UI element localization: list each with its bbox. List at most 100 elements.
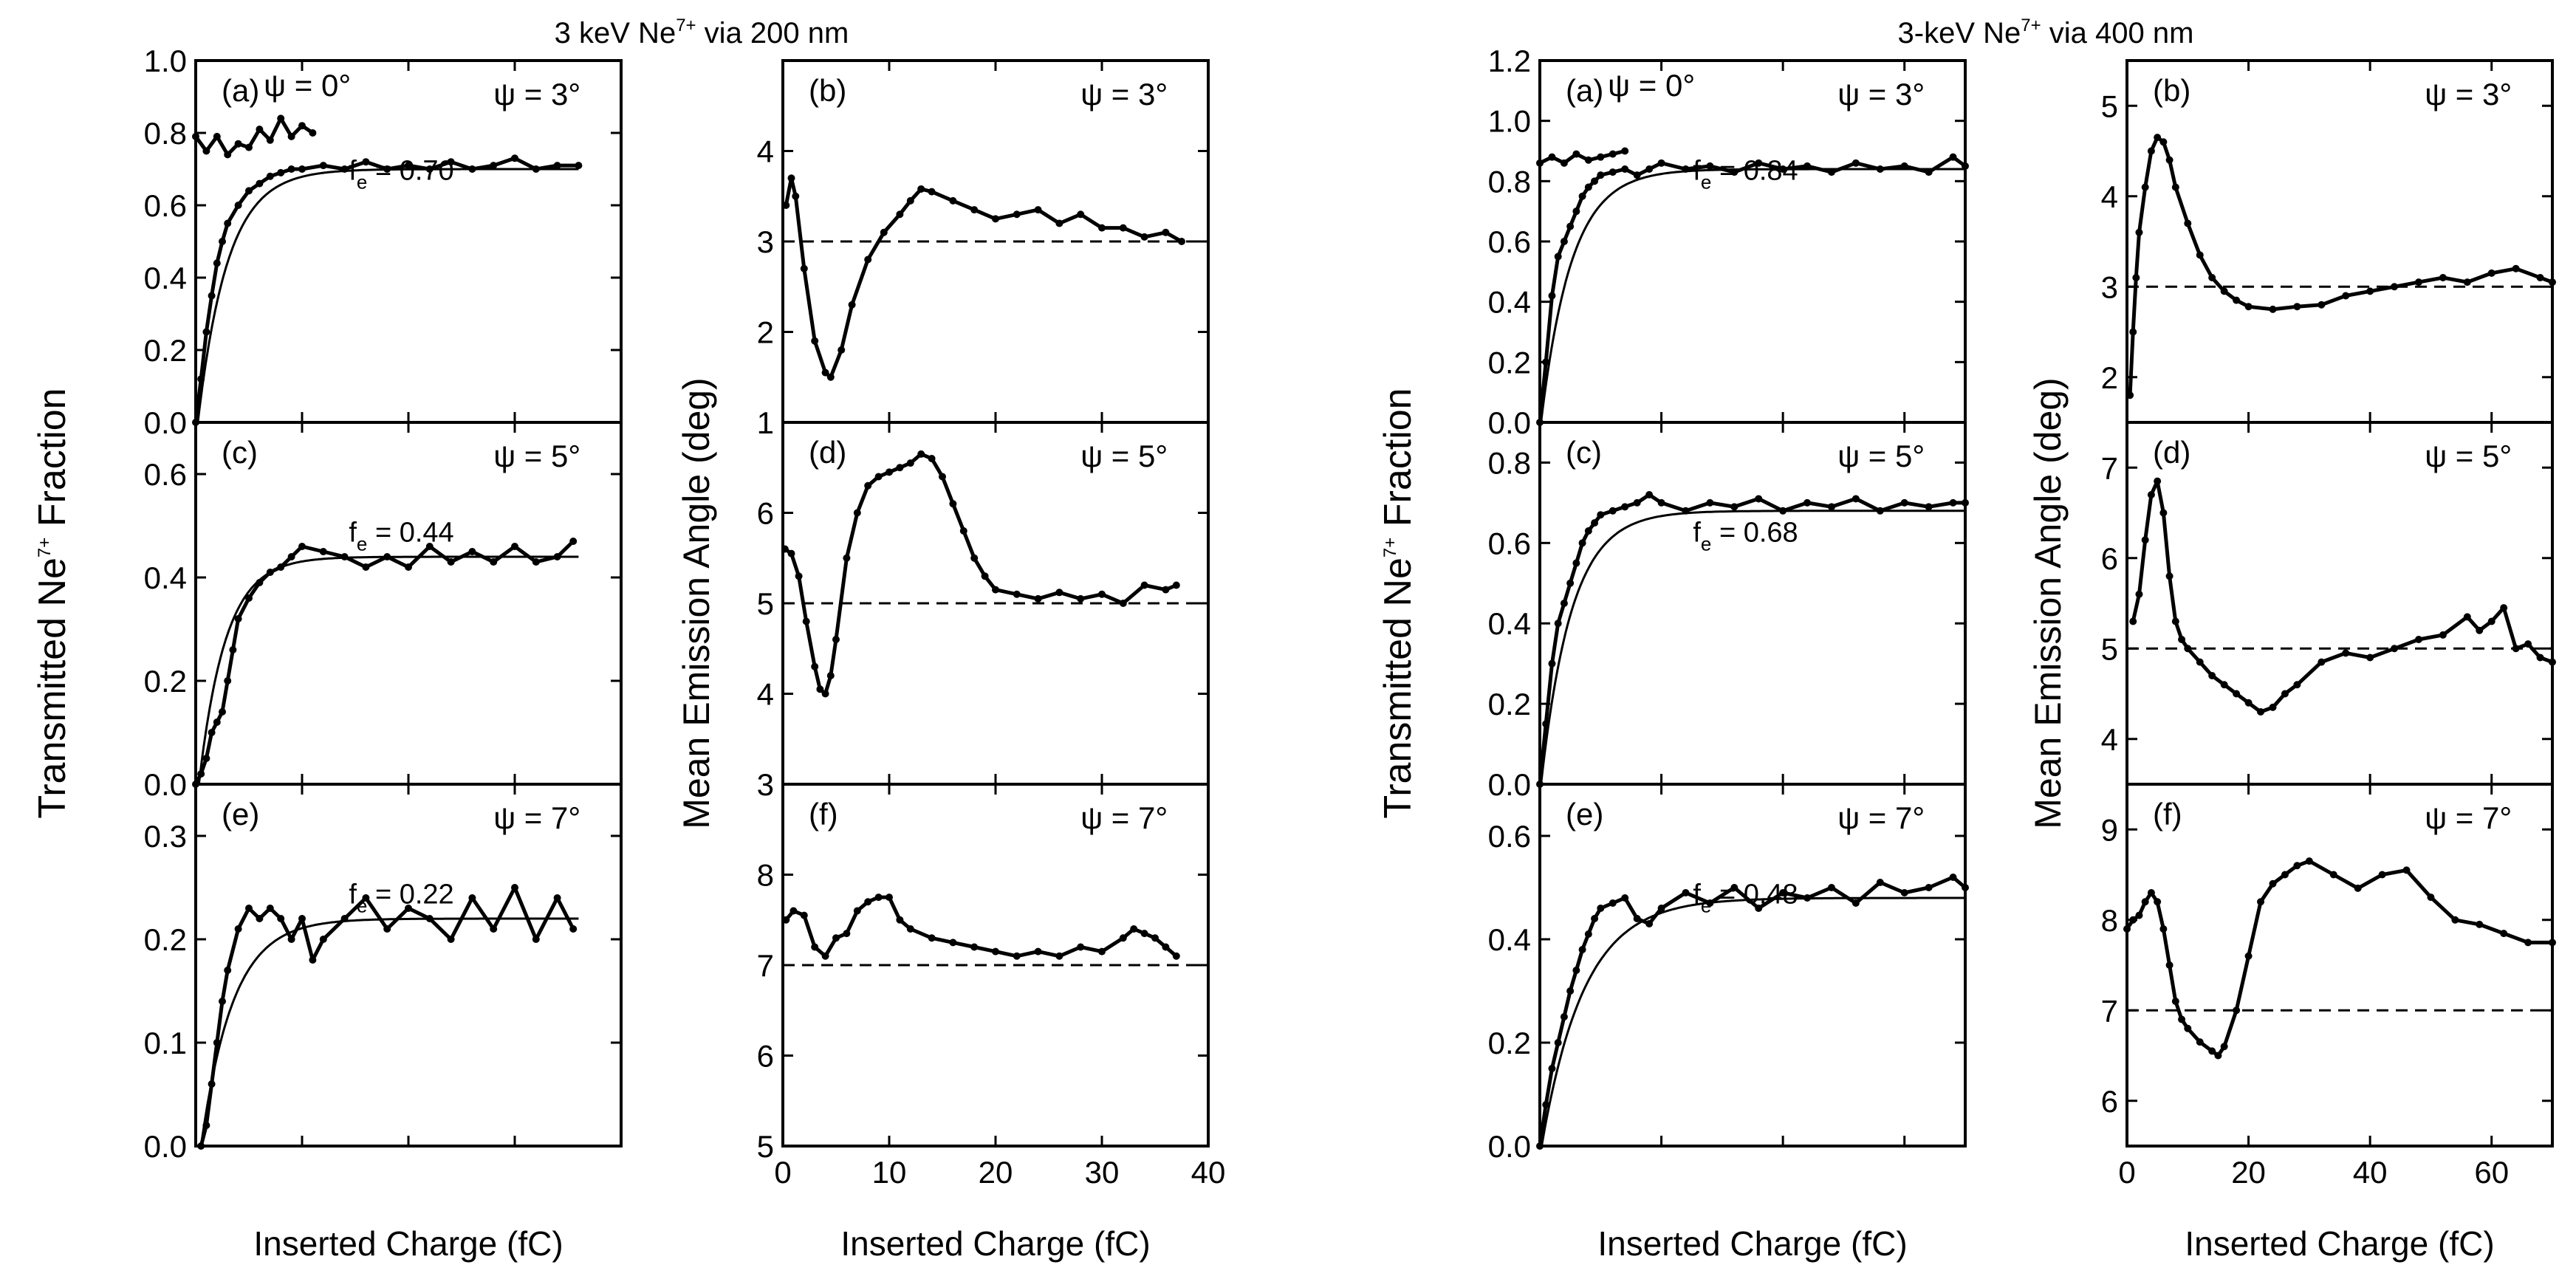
panel-frame-L_e <box>194 783 623 1148</box>
psi-label: ψ = 7° <box>1080 800 1168 835</box>
data-point <box>843 930 851 938</box>
data-point <box>447 558 455 566</box>
data-point <box>553 162 561 170</box>
data-point <box>1925 884 1933 891</box>
fe-subscript: e <box>357 895 367 917</box>
psi-label: ψ = 5° <box>1837 439 1925 473</box>
data-point <box>245 905 253 912</box>
data-point <box>1852 899 1860 907</box>
data-point <box>2184 219 2192 227</box>
fit-curve <box>1540 510 1965 785</box>
y-tick-label: 4 <box>2101 722 2118 757</box>
y-tick-label: 4 <box>2101 179 2118 214</box>
data-point <box>896 464 904 472</box>
data-point <box>821 952 829 960</box>
x-tick-label: 30 <box>1085 1155 1120 1190</box>
data-point <box>1119 600 1127 607</box>
y-tick-label: 7 <box>2101 993 2118 1028</box>
data-point <box>2329 871 2337 879</box>
data-point <box>2293 862 2301 870</box>
data-point <box>1633 171 1641 179</box>
y-tick-label: 7 <box>2101 450 2118 485</box>
data-point <box>906 925 914 933</box>
data-point <box>1554 620 1562 628</box>
data-point <box>2524 640 2532 648</box>
data-point <box>816 685 824 693</box>
data-point <box>874 473 883 481</box>
data-point <box>1621 165 1629 173</box>
data-line <box>2128 135 2553 396</box>
data-point <box>1803 162 1812 170</box>
data-point <box>2305 857 2313 865</box>
data-point <box>1621 503 1629 511</box>
data-point <box>2159 138 2168 146</box>
data-point <box>2147 147 2155 155</box>
data-point <box>1077 594 1085 603</box>
data-point <box>256 179 264 188</box>
data-point <box>245 143 253 151</box>
data-point <box>2391 645 2399 653</box>
data-point <box>1730 884 1739 891</box>
fit-curve <box>197 555 579 785</box>
panel-frame-R_d <box>2125 421 2554 786</box>
panel-L_a: 0.0 0.2 0.4 0.6 0.8 1.0 (a) ψ = 3° ψ = 0° fe = 0.… <box>144 44 623 440</box>
data-point <box>2196 1038 2204 1046</box>
data-point <box>362 894 370 902</box>
data-point <box>2487 269 2496 277</box>
data-point <box>1730 503 1739 511</box>
panel-R_a: 0.0 0.2 0.4 0.6 0.8 1.0 1.2 (a) ψ = 3° ψ = 0° fe =… <box>1488 44 1969 440</box>
data-point <box>1034 594 1042 603</box>
data-point <box>2132 274 2140 281</box>
data-point <box>880 228 888 236</box>
data-point <box>405 905 412 912</box>
data-point <box>447 158 455 166</box>
data-point <box>2135 911 2143 919</box>
y-tick-label: 0.0 <box>1488 767 1531 802</box>
data-point <box>832 636 840 643</box>
psi-label: ψ = 7° <box>2425 800 2512 835</box>
data-point <box>2318 301 2326 309</box>
data-point <box>2129 916 2137 924</box>
data-point <box>1706 162 1714 170</box>
y-tick-label: 1.2 <box>1488 44 1531 78</box>
data-point <box>2159 509 2168 517</box>
data-point <box>1609 168 1617 176</box>
x-tick-label: 40 <box>2353 1155 2388 1190</box>
data-point <box>1560 238 1568 245</box>
data-point <box>1597 511 1605 519</box>
data-line <box>193 156 579 423</box>
data-point <box>1755 159 1763 167</box>
data-point <box>1755 495 1763 503</box>
data-point <box>245 594 253 602</box>
fe-symbol: f <box>1693 518 1701 549</box>
data-point <box>1657 905 1665 912</box>
fit-curve <box>199 917 579 1147</box>
data-point <box>2257 898 2265 906</box>
data-point <box>1162 586 1170 594</box>
y-tick-label: 5 <box>2101 631 2118 666</box>
data-point <box>1962 884 1969 891</box>
data-point <box>896 916 904 924</box>
data-point <box>782 202 790 209</box>
data-point <box>1013 210 1021 219</box>
panel-R_c: 0.0 0.2 0.4 0.6 0.8 (c) ψ = 5° fe = 0.68 <box>1488 422 1969 802</box>
data-line <box>784 452 1177 696</box>
data-point <box>2463 278 2471 287</box>
fe-label: fe = 0.68 <box>1693 518 1798 555</box>
data-point <box>826 373 835 381</box>
y-tick-label: 8 <box>2101 903 2118 938</box>
data-point <box>1682 889 1690 896</box>
data-point <box>319 548 327 555</box>
data-point <box>787 174 795 182</box>
y-tick-label: 0.2 <box>1488 687 1531 721</box>
data-point <box>864 255 872 264</box>
data-point <box>1172 952 1180 960</box>
x-tick-label: 20 <box>979 1155 1013 1190</box>
data-point <box>802 617 810 625</box>
data-point <box>1962 162 1969 170</box>
data-point <box>800 264 808 272</box>
data-point <box>1645 491 1654 498</box>
data-point <box>2512 264 2520 272</box>
data-point <box>1130 925 1138 933</box>
data-point <box>2512 645 2520 653</box>
